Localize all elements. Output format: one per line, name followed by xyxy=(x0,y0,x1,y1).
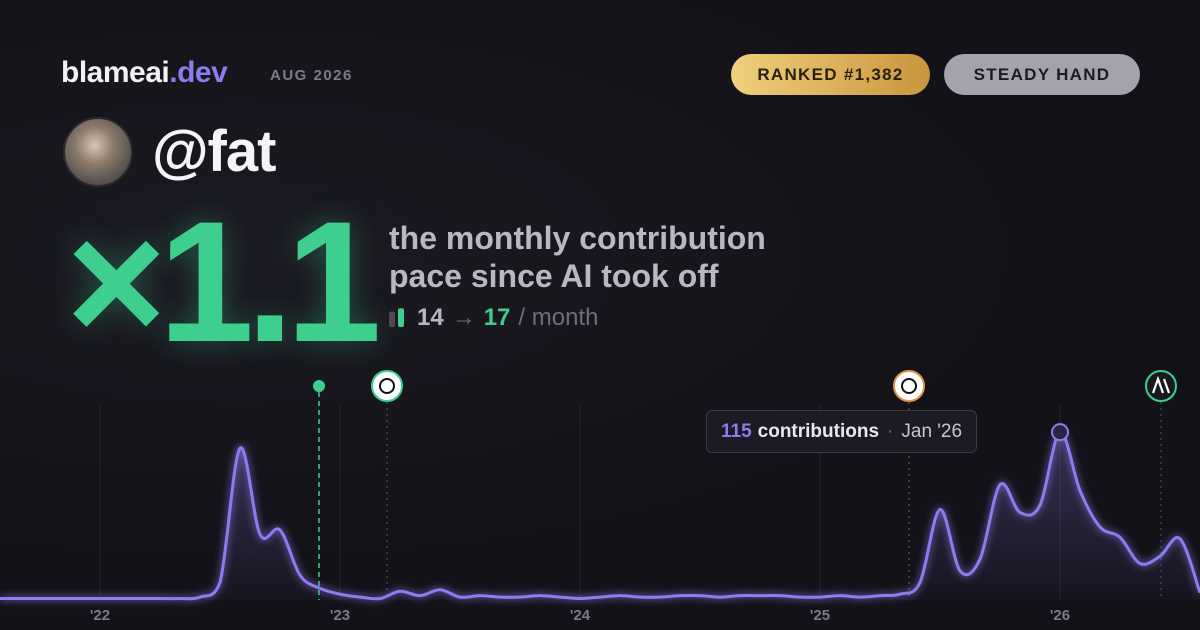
openai-glyph xyxy=(379,378,395,394)
pace: 14 → 17 / month xyxy=(389,304,606,332)
handle: @fat xyxy=(152,119,276,184)
caption: the monthly contribution xyxy=(389,220,766,256)
event-dot xyxy=(313,380,325,392)
tooltip-unit: contributions xyxy=(757,421,880,442)
tooltip-date: Jan '26 xyxy=(901,421,963,442)
style-badge: STEADY HAND xyxy=(944,54,1140,95)
openai-icon xyxy=(371,370,403,402)
x-tick-label: '23 xyxy=(330,607,350,624)
x-tick-label: '26 xyxy=(1050,607,1070,624)
area xyxy=(0,432,1200,600)
x-tick-label: '22 xyxy=(90,607,110,624)
pace-after: 17 xyxy=(483,304,511,331)
rank-badge: RANKED #1,382 xyxy=(731,54,930,95)
line xyxy=(0,430,1200,601)
anthropic-glyph xyxy=(1151,375,1171,394)
tooltip-value: 115 xyxy=(721,421,752,442)
brand-suffix: .dev xyxy=(169,56,228,89)
x-tick-label: '24 xyxy=(570,607,591,624)
openai-glyph xyxy=(901,378,917,394)
avatar xyxy=(63,117,133,187)
brand: blameai.dev xyxy=(61,56,228,90)
plot xyxy=(0,423,1200,601)
pace-arrow: → xyxy=(451,304,476,331)
x-tick-label: '25 xyxy=(810,607,830,624)
brand-name: blameai xyxy=(61,56,170,89)
period: AUG 2026 xyxy=(270,67,353,84)
pace-bar xyxy=(389,311,395,327)
event-markers xyxy=(313,370,1177,600)
hover-point xyxy=(1051,423,1069,442)
pace-before: 14 xyxy=(417,304,444,331)
tooltip: 115 contributions · Jan '26 xyxy=(706,410,978,453)
multiplier: ×1.1 xyxy=(66,186,382,378)
tooltip-separator: · xyxy=(887,421,894,442)
caption: pace since AI took off xyxy=(389,258,719,294)
pace-bars xyxy=(389,308,404,327)
pace-bar xyxy=(398,308,404,327)
pace-unit: / month xyxy=(518,304,599,331)
openai-icon xyxy=(893,370,925,402)
